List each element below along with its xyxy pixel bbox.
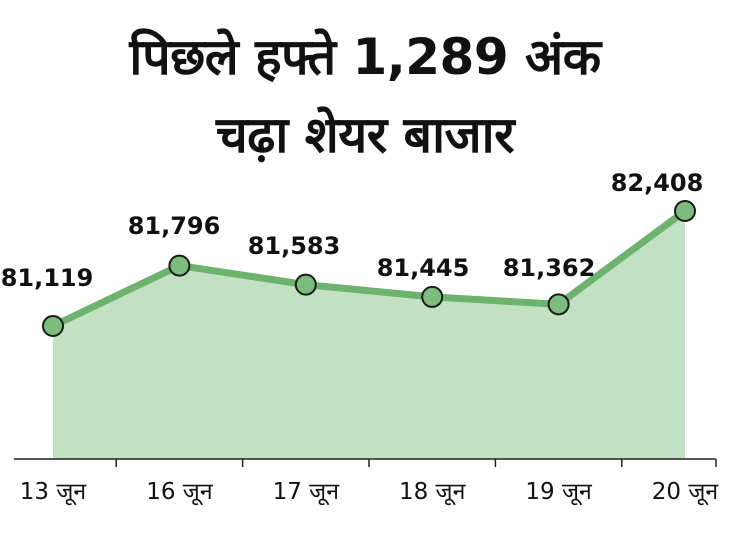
- x-tick-label: 16 जून: [146, 479, 214, 506]
- data-point: [674, 200, 696, 222]
- series-line: [49, 207, 689, 330]
- chart-title-line1: पिछले हफ्ते 1,289 अंक: [129, 28, 601, 86]
- data-label: 81,362: [503, 254, 596, 282]
- x-tick-label: 19 जून: [525, 479, 593, 506]
- x-tick-label: 18 जून: [399, 479, 467, 506]
- data-label: 82,408: [611, 169, 704, 197]
- data-label: 81,119: [1, 264, 94, 292]
- x-tick-label: 20 जून: [652, 479, 720, 506]
- data-point: [168, 254, 191, 277]
- data-label: 81,796: [128, 212, 221, 240]
- x-tick-label: 17 जून: [273, 479, 341, 506]
- area-fill: [53, 211, 685, 459]
- data-point: [42, 315, 64, 337]
- data-label: 81,445: [377, 254, 470, 282]
- data-point: [421, 285, 444, 308]
- data-label: 81,583: [248, 232, 341, 260]
- data-point: [294, 273, 317, 296]
- x-tick-label: 13 जून: [20, 479, 88, 506]
- chart-title-line2: चढ़ा शेयर बाजार: [215, 106, 515, 164]
- data-point: [547, 293, 570, 316]
- chart-title: पिछले हफ्ते 1,289 अंक चढ़ा शेयर बाजार: [0, 18, 730, 174]
